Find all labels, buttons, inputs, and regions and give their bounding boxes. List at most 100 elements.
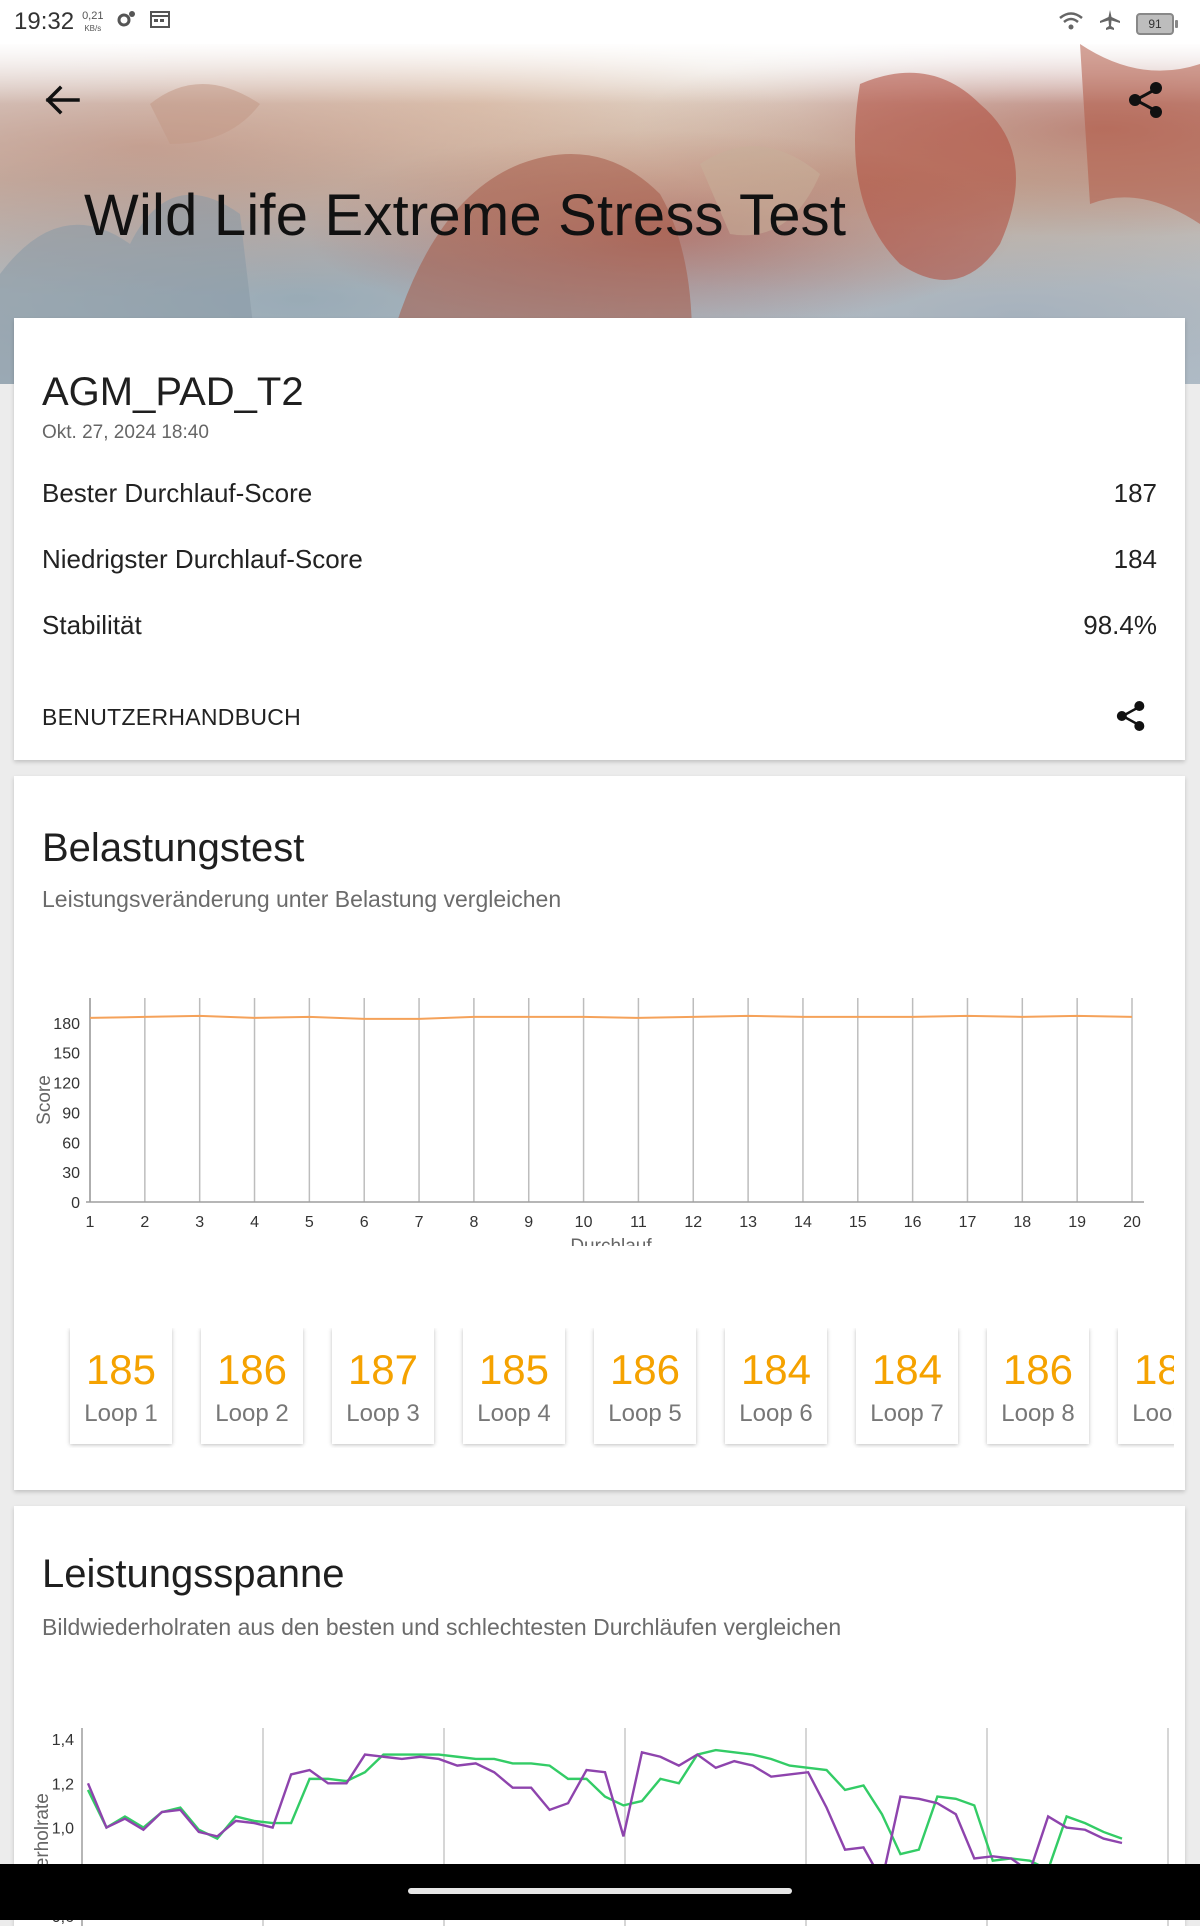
loop-score: 184 [871,1346,943,1393]
user-manual-link[interactable]: BENUTZERHANDBUCH [42,704,302,730]
worst-run-series-line [86,1750,1123,1884]
y-tick-label: 90 [62,1105,80,1122]
stability-label: Stabilität [42,610,142,640]
y-axis-label: Score [34,1075,55,1125]
back-button[interactable] [38,76,86,124]
x-tick-label: 20 [1123,1214,1141,1231]
loop-label: Loop 4 [477,1400,551,1427]
loop-label: Loop 5 [608,1400,682,1427]
x-tick-label: 4 [250,1214,259,1231]
navigation-bar [0,1864,1200,1920]
x-tick-label: 19 [1068,1214,1086,1231]
loop-score-list[interactable]: 185 Loop 1 186 Loop 2 187 Loop 3 185 Loop 4 … [54,1328,1174,1448]
loop-score: 186 [1002,1346,1074,1393]
loop-score: 185 [85,1346,157,1393]
x-tick-label: 13 [739,1214,757,1231]
x-tick-label: 11 [630,1214,647,1231]
x-tick-label: 2 [140,1214,149,1231]
best-score-label: Bester Durchlauf-Score [42,478,313,508]
net-speed: 0,21 KB/s [82,10,103,35]
loop-label: Loop 1 [84,1400,158,1427]
score-line-chart: 1 2 3 4 5 6 7 8 9 10 11 12 13 14 15 16 17 18 19 20030609012… [34,998,1144,1246]
x-tick-label: 3 [195,1214,204,1231]
loop-label: Loop 2 [215,1400,289,1427]
stress-test-card: Belastungstest Leistungsveränderung unte… [14,776,1185,1490]
arrow-left-icon [45,85,80,115]
loop-card[interactable]: 184 Loop 7 [856,1328,958,1444]
stress-test-title: Belastungstest [42,826,305,870]
stability-value: 98.4% [1083,610,1157,640]
y-tick-label: 150 [53,1046,80,1063]
loop-card[interactable]: 186 Loop 8 [987,1328,1089,1444]
airplane-mode-icon [1098,8,1122,39]
x-tick-label: 8 [469,1214,478,1231]
net-speed-unit: KB/s [84,23,102,33]
y-axis-label: derholrate [32,1793,53,1879]
loop-card[interactable]: 185 Loop 9 [1118,1328,1174,1444]
y-tick-label: 60 [62,1135,80,1152]
x-axis-label: Durchlauf [570,1236,652,1246]
loop-label: Loop 6 [739,1400,813,1427]
stability-row: Stabilität 98.4% [42,610,1157,641]
loop-card[interactable]: 186 Loop 2 [201,1328,303,1444]
y-tick-label: 1,4 [52,1732,74,1749]
x-tick-label: 15 [849,1214,867,1231]
lowest-score-row: Niedrigster Durchlauf-Score 184 [42,544,1157,575]
test-date: Okt. 27, 2024 18:40 [42,422,209,443]
x-tick-label: 1 [86,1214,95,1231]
y-tick-label: 1,0 [52,1821,74,1838]
loop-label: Loop 9 [1132,1400,1174,1427]
y-tick-label: 180 [53,1016,80,1033]
loop-score: 186 [216,1346,288,1393]
best-score-value: 187 [1113,478,1157,508]
home-gesture-handle[interactable] [408,1888,792,1894]
stress-test-subtitle: Leistungsveränderung unter Belastung ver… [42,886,562,912]
share-icon [1116,701,1145,731]
x-tick-label: 7 [415,1214,424,1231]
y-tick-label: 120 [53,1076,80,1093]
loop-label: Loop 3 [346,1400,420,1427]
y-tick-label: 30 [62,1165,80,1182]
x-tick-label: 18 [1013,1214,1031,1231]
loop-card[interactable]: 185 Loop 1 [70,1328,172,1444]
y-tick-label: 1,2 [52,1776,74,1793]
share-icon [1129,82,1162,118]
loop-card[interactable]: 185 Loop 4 [463,1328,565,1444]
status-bar: 19:32 0,21 KB/s 91 [0,0,1200,44]
lowest-score-value: 184 [1113,544,1157,574]
loop-card[interactable]: 184 Loop 6 [725,1328,827,1444]
loop-score: 185 [1133,1346,1174,1393]
best-score-row: Bester Durchlauf-Score 187 [42,478,1157,509]
x-tick-label: 10 [575,1214,593,1231]
calendar-icon [149,8,171,37]
settings-gear-icon [115,8,137,37]
x-tick-label: 16 [904,1214,922,1231]
x-tick-label: 17 [959,1214,977,1231]
share-button-header[interactable] [1122,76,1170,124]
summary-card: AGM_PAD_T2 Okt. 27, 2024 18:40 Bester Du… [14,318,1185,760]
best-run-series-line [86,1748,1123,1872]
performance-range-card: Leistungsspanne Bildwiederholraten aus d… [14,1506,1185,1926]
loop-score: 187 [347,1346,419,1393]
loop-card[interactable]: 186 Loop 5 [594,1328,696,1444]
loop-score: 184 [740,1346,812,1393]
status-time: 19:32 [14,8,75,35]
loop-label: Loop 8 [1001,1400,1075,1427]
loop-score: 186 [609,1346,681,1393]
y-tick-label: 0 [71,1195,80,1212]
x-tick-label: 12 [684,1214,702,1231]
performance-range-title: Leistungsspanne [42,1552,345,1596]
x-tick-label: 6 [360,1214,369,1231]
score-series-line [89,1014,1133,1020]
x-tick-label: 5 [305,1214,314,1231]
x-tick-label: 9 [524,1214,533,1231]
device-name: AGM_PAD_T2 [42,370,304,414]
net-speed-value: 0,21 [82,9,104,22]
battery-icon: 91 [1136,12,1178,35]
share-button-card[interactable] [1111,696,1151,736]
loop-card[interactable]: 187 Loop 3 [332,1328,434,1444]
x-tick-label: 14 [794,1214,812,1231]
loop-score: 185 [478,1346,550,1393]
lowest-score-label: Niedrigster Durchlauf-Score [42,544,363,574]
